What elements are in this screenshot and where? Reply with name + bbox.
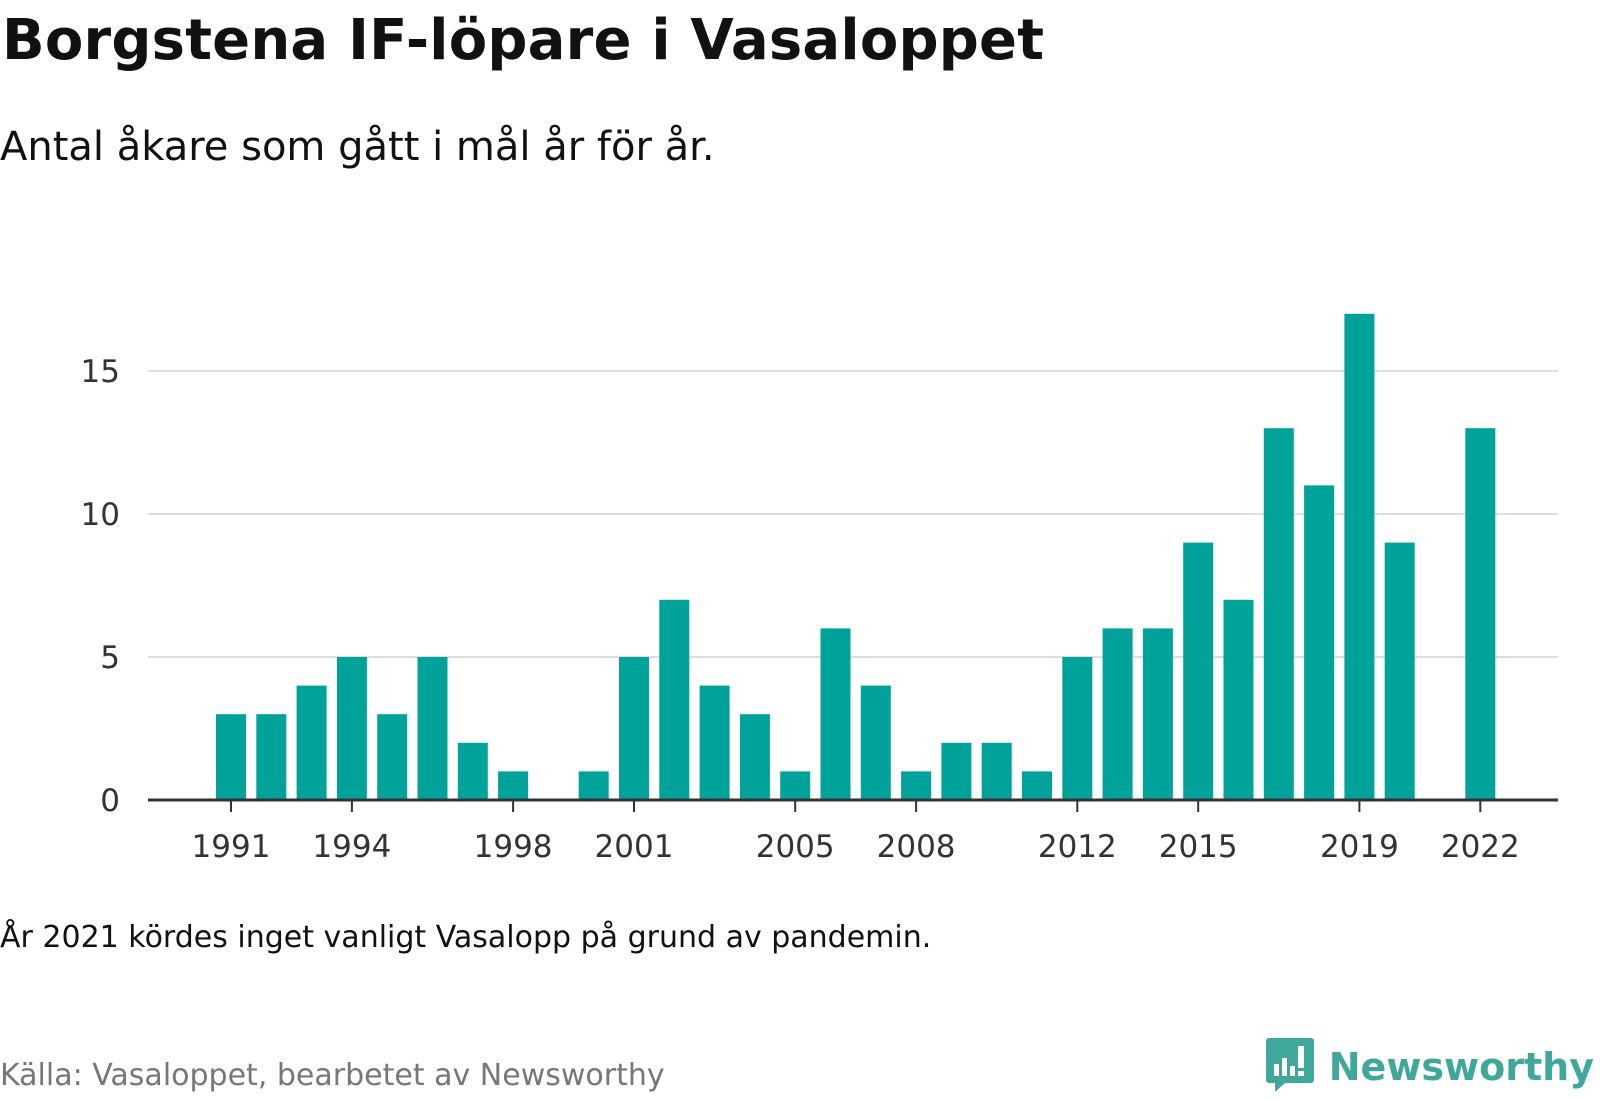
x-tick-label: 2001 [595, 829, 674, 865]
bar [981, 742, 1012, 800]
bar [1062, 657, 1093, 800]
chart-note: År 2021 kördes inget vanligt Vasalopp på… [0, 920, 932, 955]
y-tick-label: 0 [100, 783, 120, 819]
bar [780, 771, 811, 800]
y-tick-label: 5 [100, 640, 120, 676]
y-tick-label: 10 [81, 497, 120, 533]
bar [820, 628, 851, 800]
bar [659, 599, 690, 800]
bar [578, 771, 609, 800]
bar [1183, 542, 1214, 800]
bar [901, 771, 932, 800]
bar [860, 685, 891, 800]
x-tick-label: 2015 [1159, 829, 1238, 865]
brand-logo: Newsworthy [1265, 1036, 1594, 1098]
y-tick-label: 15 [81, 354, 120, 390]
source-credit: Källa: Vasaloppet, bearbetet av Newswort… [0, 1058, 665, 1093]
bar [417, 657, 448, 800]
x-tick-label: 2008 [877, 829, 956, 865]
bar [941, 742, 972, 800]
bar [1263, 428, 1294, 800]
bar [498, 771, 529, 800]
bar [377, 714, 408, 800]
bar [457, 742, 488, 800]
bar [336, 657, 367, 800]
bar [699, 685, 730, 800]
newsworthy-logo-icon [1265, 1036, 1315, 1098]
bar [1102, 628, 1133, 800]
bar [1223, 599, 1254, 800]
x-tick-label: 1991 [192, 829, 271, 865]
bar [216, 714, 246, 800]
brand-name: Newsworthy [1328, 1045, 1594, 1089]
x-tick-label: 1998 [474, 829, 553, 865]
x-tick-label: 2012 [1038, 829, 1117, 865]
bar [1142, 628, 1173, 800]
x-tick-label: 2019 [1320, 829, 1399, 865]
bar [1344, 313, 1375, 800]
bar [256, 714, 287, 800]
bar [739, 714, 770, 800]
bar [1022, 771, 1052, 800]
bar [1465, 428, 1496, 800]
x-tick-label: 1994 [312, 829, 391, 865]
bar [1384, 542, 1415, 800]
bar [296, 685, 327, 800]
chart-subtitle: Antal åkare som gått i mål år för år. [0, 124, 715, 170]
bar [1304, 485, 1335, 800]
bar [619, 657, 649, 800]
chart-title: Borgstena IF-löpare i Vasaloppet [2, 8, 1045, 73]
x-tick-label: 2022 [1441, 829, 1520, 865]
x-tick-label: 2005 [756, 829, 835, 865]
